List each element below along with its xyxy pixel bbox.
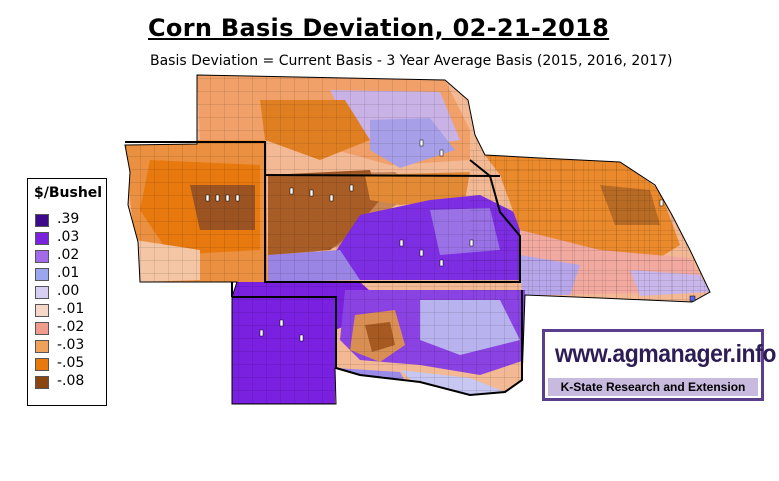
legend-swatch bbox=[35, 322, 49, 335]
legend-item: -.02 bbox=[35, 319, 105, 337]
legend-item: -.08 bbox=[35, 373, 105, 391]
legend-label: .02 bbox=[57, 247, 80, 263]
region-outline bbox=[124, 74, 711, 405]
logo-subtitle: K-State Research and Extension bbox=[560, 380, 746, 394]
legend-item: -.01 bbox=[35, 301, 105, 319]
legend-label: .01 bbox=[57, 265, 80, 281]
legend-item: -.03 bbox=[35, 337, 105, 355]
agmanager-logo: www.agmanager.info K-State Research and … bbox=[542, 329, 776, 401]
legend-title: $/Bushel bbox=[34, 185, 103, 201]
legend-label: -.08 bbox=[57, 373, 85, 389]
legend-swatch bbox=[35, 250, 49, 263]
logo-band: K-State Research and Extension bbox=[548, 378, 758, 396]
legend-item: .03 bbox=[35, 229, 105, 247]
map-title: Corn Basis Deviation, 02-21-2018 bbox=[148, 14, 610, 42]
legend-swatch bbox=[35, 286, 49, 299]
legend-label: -.01 bbox=[57, 301, 85, 317]
legend-label: -.02 bbox=[57, 319, 85, 335]
legend-item: -.05 bbox=[35, 355, 105, 373]
legend-label: .39 bbox=[57, 211, 80, 227]
legend-label: -.03 bbox=[57, 337, 85, 353]
map-subtitle: Basis Deviation = Current Basis - 3 Year… bbox=[150, 53, 673, 69]
legend-item: .39 bbox=[35, 211, 105, 229]
legend-item: .00 bbox=[35, 283, 105, 301]
legend-item: .02 bbox=[35, 247, 105, 265]
legend-swatch bbox=[35, 214, 49, 227]
legend-swatch bbox=[35, 268, 49, 281]
legend-label: .00 bbox=[57, 283, 80, 299]
legend-swatch bbox=[35, 358, 49, 371]
legend-swatch bbox=[35, 232, 49, 245]
legend-swatch bbox=[35, 340, 49, 353]
legend-item: .01 bbox=[35, 265, 105, 283]
logo-url: www.agmanager.info bbox=[555, 340, 776, 368]
legend-swatch bbox=[35, 304, 49, 317]
legend-label: .03 bbox=[57, 229, 80, 245]
legend: $/Bushel .39 .03 .02 .01 .00 -.01 -.02 bbox=[27, 178, 107, 406]
legend-swatch bbox=[35, 376, 49, 389]
elevator-markers bbox=[205, 139, 696, 342]
legend-label: -.05 bbox=[57, 355, 85, 371]
